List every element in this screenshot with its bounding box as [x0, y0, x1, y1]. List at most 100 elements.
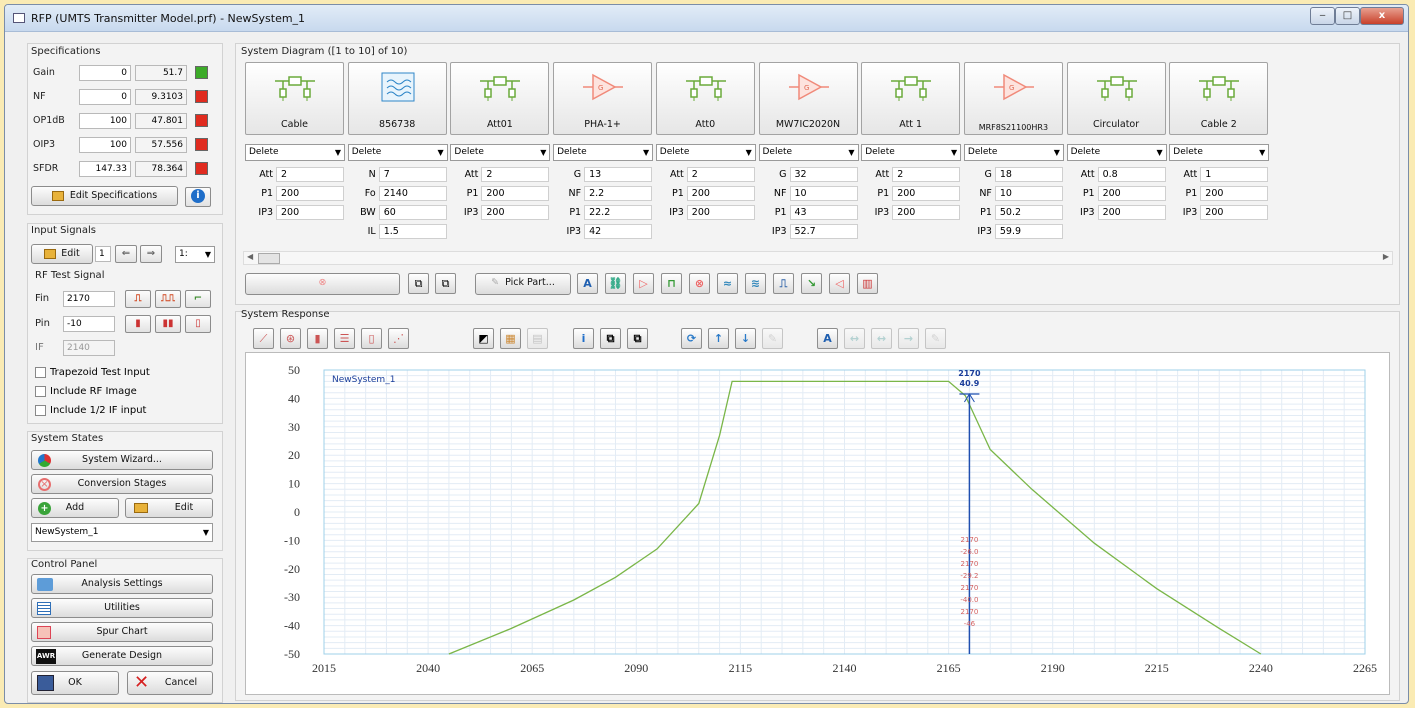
edit-state-button[interactable]: Edit: [125, 498, 213, 518]
coupler-icon[interactable]: ↘: [801, 273, 822, 294]
arrow-down-icon[interactable]: ↓: [735, 328, 756, 349]
param-value-field[interactable]: 32: [789, 167, 858, 182]
line-chart-icon[interactable]: ⟋: [253, 328, 274, 349]
arrow-up-icon[interactable]: ↑: [708, 328, 729, 349]
param-value-field[interactable]: 2: [686, 167, 755, 182]
component-action-select[interactable]: Delete ▼: [1169, 144, 1270, 161]
component-tile[interactable]: Att0: [655, 62, 755, 135]
pin-field[interactable]: -10: [63, 316, 115, 332]
param-value-field[interactable]: 200: [276, 205, 344, 220]
param-value-field[interactable]: 200: [481, 186, 550, 201]
component-action-select[interactable]: Delete ▼: [245, 144, 345, 161]
paste-icon[interactable]: ⧉: [627, 328, 648, 349]
spectrum-icon[interactable]: ▮: [125, 315, 151, 333]
param-value-field[interactable]: 2: [481, 167, 550, 182]
spec-target-field[interactable]: 0: [79, 89, 131, 105]
system-state-select[interactable]: NewSystem_1 ▼: [31, 523, 213, 542]
component-action-select[interactable]: Delete ▼: [758, 144, 859, 161]
trapezoid-checkbox[interactable]: Trapezoid Test Input: [35, 366, 150, 379]
param-value-field[interactable]: 18: [994, 167, 1063, 182]
close-button[interactable]: x: [1360, 7, 1404, 25]
spectrum-two-icon[interactable]: ▮▮: [155, 315, 181, 333]
scrollbar-thumb[interactable]: [258, 253, 280, 264]
edit-specifications-button[interactable]: Edit Specifications: [31, 186, 178, 206]
spec-target-field[interactable]: 100: [79, 137, 131, 153]
param-value-field[interactable]: 200: [686, 205, 755, 220]
refresh-icon[interactable]: ⟳: [681, 328, 702, 349]
pencil-icon[interactable]: ✎: [762, 328, 783, 349]
spec-target-field[interactable]: 147.33: [79, 161, 131, 177]
component-action-select[interactable]: Delete ▼: [553, 144, 654, 161]
param-value-field[interactable]: 200: [1097, 205, 1166, 220]
param-value-field[interactable]: 43: [789, 205, 858, 220]
param-value-field[interactable]: 2.2: [584, 186, 653, 201]
param-value-field[interactable]: 59.9: [994, 224, 1063, 239]
isolator-icon[interactable]: ◁: [829, 273, 850, 294]
param-value-field[interactable]: 200: [481, 205, 550, 220]
amplifier-icon[interactable]: ▷: [633, 273, 654, 294]
mixer-insert-button[interactable]: ⊗: [245, 273, 400, 295]
param-value-field[interactable]: 200: [892, 186, 961, 201]
param-value-field[interactable]: 13: [584, 167, 653, 182]
param-value-field[interactable]: 200: [892, 205, 961, 220]
half-if-checkbox[interactable]: Include 1/2 IF input: [35, 404, 146, 417]
attenuator-icon[interactable]: ⊓: [661, 273, 682, 294]
switch-icon[interactable]: ⎍: [773, 273, 794, 294]
signal-select[interactable]: 1: ▼: [175, 246, 215, 263]
param-value-field[interactable]: 200: [686, 186, 755, 201]
param-value-field[interactable]: 200: [1097, 186, 1166, 201]
param-value-field[interactable]: 52.7: [789, 224, 858, 239]
ok-button[interactable]: OK: [31, 671, 119, 695]
param-value-field[interactable]: 200: [276, 186, 344, 201]
bar-chart-icon[interactable]: ▮: [307, 328, 328, 349]
fin-field[interactable]: 2170: [63, 291, 115, 307]
add-state-button[interactable]: + Add: [31, 498, 119, 518]
ramp-signal-icon[interactable]: ⌐: [185, 290, 211, 308]
prev-signal-arrow-icon[interactable]: ⇐: [115, 245, 137, 263]
param-value-field[interactable]: 2: [276, 167, 344, 182]
filter-icon[interactable]: ≈: [717, 273, 738, 294]
system-wizard-button[interactable]: System Wizard...: [31, 450, 213, 470]
grid-icon[interactable]: ▦: [500, 328, 521, 349]
param-value-field[interactable]: 1.5: [378, 224, 447, 239]
input-edit-button[interactable]: Edit: [31, 244, 93, 264]
stacked-chart-icon[interactable]: ☰: [334, 328, 355, 349]
component-action-select[interactable]: Delete ▼: [963, 144, 1064, 161]
spec-target-field[interactable]: 0: [79, 65, 131, 81]
minimize-button[interactable]: ‒: [1310, 7, 1335, 25]
param-value-field[interactable]: 10: [789, 186, 858, 201]
component-action-select[interactable]: Delete ▼: [347, 144, 448, 161]
generate-design-button[interactable]: AWR Generate Design: [31, 646, 213, 666]
contrast-icon[interactable]: ◩: [473, 328, 494, 349]
component-tile[interactable]: G MW7IC2020N: [758, 62, 858, 135]
mixer-icon[interactable]: ⊗: [689, 273, 710, 294]
copy-icon[interactable]: ⧉: [408, 273, 429, 294]
component-tile[interactable]: 856738: [347, 62, 447, 135]
two-tone-icon[interactable]: ⎍⎍: [155, 290, 181, 308]
param-value-field[interactable]: 0.8: [1097, 167, 1166, 182]
component-action-select[interactable]: Delete ▼: [861, 144, 962, 161]
param-value-field[interactable]: 42: [584, 224, 653, 239]
component-tile[interactable]: G MRF8S21100HR3: [963, 62, 1063, 135]
component-tile[interactable]: Cable 2: [1169, 62, 1269, 135]
cancel-button[interactable]: ✕ Cancel: [127, 671, 213, 695]
marker-both-icon[interactable]: ↔: [871, 328, 892, 349]
param-value-field[interactable]: 50.2: [994, 205, 1063, 220]
delete-icon[interactable]: ▥: [857, 273, 878, 294]
param-value-field[interactable]: 60: [378, 205, 447, 220]
component-action-select[interactable]: Delete ▼: [655, 144, 756, 161]
conversion-stages-button[interactable]: × Conversion Stages: [31, 474, 213, 494]
info-button[interactable]: i: [185, 187, 211, 207]
tone-pulse-icon[interactable]: ⎍: [125, 290, 151, 308]
paste-icon[interactable]: ⧉: [435, 273, 456, 294]
marker-left-icon[interactable]: ↔: [844, 328, 865, 349]
param-value-field[interactable]: 7: [378, 167, 447, 182]
marker-right-icon[interactable]: →: [898, 328, 919, 349]
param-value-field[interactable]: 200: [1200, 205, 1269, 220]
spec-target-field[interactable]: 100: [79, 113, 131, 129]
histogram-icon[interactable]: ▯: [361, 328, 382, 349]
text-icon[interactable]: A: [577, 273, 598, 294]
param-value-field[interactable]: 2140: [378, 186, 447, 201]
component-tile[interactable]: Att01: [450, 62, 550, 135]
param-value-field[interactable]: 2: [892, 167, 961, 182]
